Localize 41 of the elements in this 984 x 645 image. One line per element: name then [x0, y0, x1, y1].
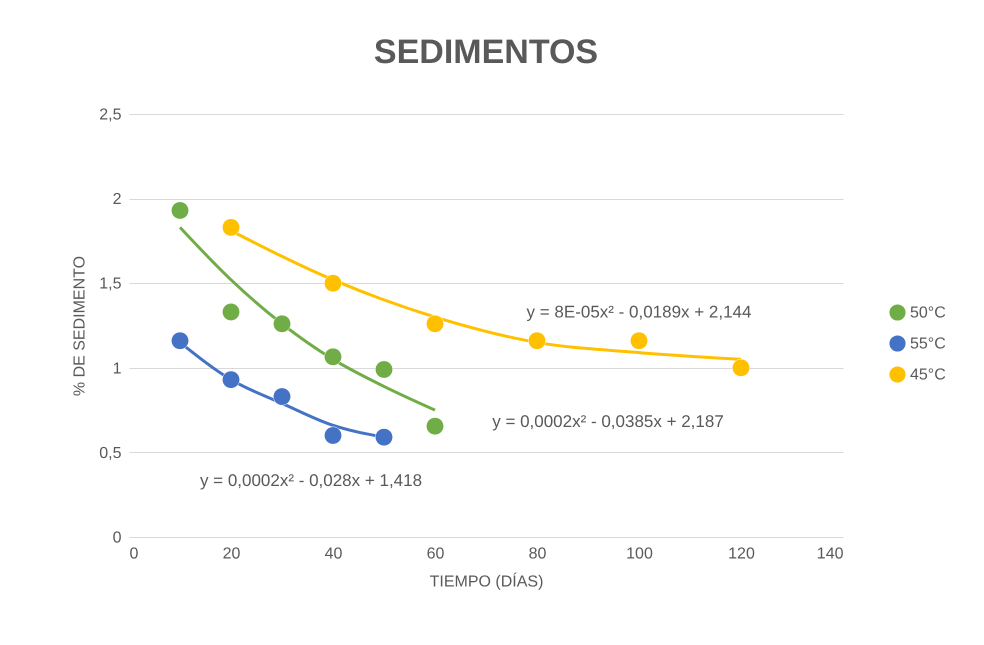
y-tick-label: 1 — [112, 360, 122, 378]
x-tick-label: 60 — [426, 546, 444, 562]
annotation: y = 0,0002x² - 0,028x + 1,418 — [200, 471, 422, 490]
point — [273, 314, 291, 333]
x-tick-label: 140 — [816, 546, 844, 562]
point — [630, 332, 648, 350]
legend-label: 55°C — [910, 336, 946, 352]
x-tick-label: 0 — [130, 546, 138, 562]
legend-label: 50°C — [910, 304, 946, 322]
x-tick-label: 100 — [626, 546, 653, 562]
y-axis-title: % DE SEDIMENTO — [71, 256, 88, 396]
y-tick-label: 2,5 — [99, 106, 122, 124]
point — [732, 358, 750, 377]
point — [171, 332, 189, 350]
chart-title: SEDIMENTOS — [374, 33, 598, 71]
x-tick-label: 120 — [728, 546, 755, 562]
y-tick-label: 1,5 — [99, 276, 122, 293]
point — [324, 426, 342, 444]
x-axis-title: TIEMPO (DÍAS) — [430, 572, 544, 590]
point — [324, 348, 342, 366]
point — [375, 428, 393, 446]
y-tick-label: 0,5 — [99, 444, 122, 462]
point — [375, 360, 393, 378]
point — [273, 388, 291, 406]
point — [324, 274, 342, 292]
line-series — [178, 226, 436, 412]
point — [222, 218, 240, 236]
point — [222, 370, 240, 389]
y-tick-label: 2 — [112, 191, 122, 208]
annotation: y = 0,0002x² - 0,0385x + 2,187 — [492, 412, 724, 432]
point — [222, 303, 240, 321]
x-tick-label: 40 — [324, 546, 342, 562]
x-tick-label: 20 — [222, 546, 240, 562]
point — [171, 202, 189, 220]
y-tick-label: 0 — [112, 530, 122, 546]
x-tick-label: 80 — [528, 546, 546, 562]
point — [426, 314, 444, 333]
legend-label: 45°C — [910, 366, 946, 384]
annotation: y = 8E-05x² - 0,0189x + 2,144 — [526, 302, 752, 322]
point — [426, 417, 444, 436]
point — [528, 332, 546, 350]
